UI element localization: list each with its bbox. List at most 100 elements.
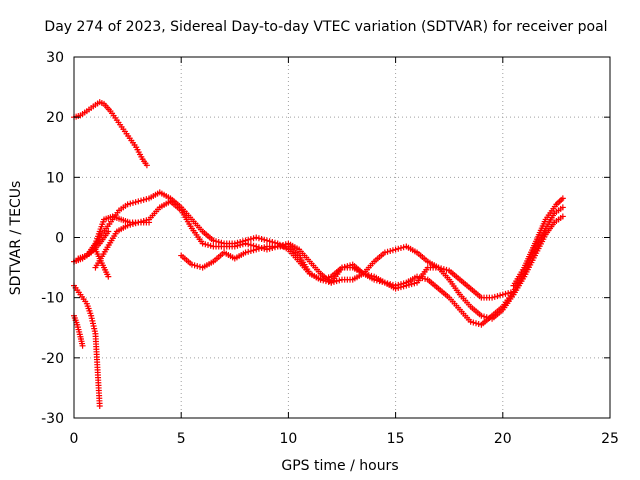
data-point — [341, 263, 348, 270]
grid-lines — [74, 57, 610, 418]
series-arc-7 — [92, 246, 112, 280]
data-point — [191, 262, 198, 269]
data-point — [333, 278, 340, 285]
data-point — [505, 290, 512, 297]
data-point — [231, 243, 238, 250]
data-point — [408, 281, 415, 288]
data-point — [336, 277, 343, 284]
data-point — [263, 237, 270, 244]
data-point — [440, 266, 447, 273]
data-point — [261, 244, 268, 251]
series-arc-1 — [71, 99, 150, 169]
data-point — [258, 245, 265, 252]
y-tick-label: 10 — [46, 170, 64, 186]
data-point — [559, 195, 566, 202]
series-arc-8 — [178, 240, 517, 301]
data-point — [258, 236, 265, 243]
data-point — [205, 242, 211, 249]
data-point — [397, 245, 404, 252]
data-point — [559, 213, 566, 220]
data-point — [194, 263, 201, 270]
data-point — [255, 245, 262, 252]
series-arc-3 — [71, 312, 86, 349]
data-point — [438, 265, 445, 272]
data-point — [403, 282, 410, 289]
data-point — [481, 313, 488, 320]
data-point — [494, 293, 501, 300]
data-point — [247, 236, 254, 243]
data-point — [280, 242, 287, 249]
y-tick-label: -10 — [41, 291, 64, 307]
data-point — [242, 249, 249, 256]
data-point — [392, 246, 399, 253]
data-point — [381, 249, 388, 256]
data-point — [277, 242, 284, 249]
data-point — [317, 276, 324, 283]
series-arc-5 — [92, 198, 566, 322]
series-arc-9 — [71, 228, 112, 265]
data-point — [146, 219, 153, 226]
data-point — [411, 280, 418, 287]
data-point — [245, 241, 252, 248]
data-point — [245, 248, 252, 255]
data-point — [234, 242, 241, 249]
data-point — [143, 196, 150, 203]
data-point — [339, 264, 345, 271]
data-point — [395, 245, 402, 252]
data-point — [202, 241, 209, 248]
data-point — [328, 279, 335, 286]
y-tick-label: 0 — [55, 231, 64, 247]
data-point — [392, 285, 399, 292]
data-point — [344, 263, 351, 270]
data-point — [266, 238, 273, 245]
data-series — [71, 99, 566, 409]
data-point — [502, 290, 509, 297]
y-tick-label: 20 — [46, 110, 64, 126]
data-point — [368, 272, 375, 279]
data-point — [330, 278, 337, 285]
data-point — [247, 242, 254, 249]
data-point — [400, 283, 407, 290]
data-point — [127, 200, 134, 207]
data-point — [435, 264, 442, 271]
data-point — [135, 198, 142, 205]
data-point — [253, 246, 260, 253]
data-point — [105, 273, 112, 280]
x-tick-label: 15 — [387, 431, 405, 447]
data-point — [491, 293, 498, 300]
data-point — [129, 199, 136, 206]
data-point — [489, 294, 496, 301]
y-tick-label: -20 — [41, 351, 64, 367]
x-tick-label: 20 — [494, 431, 512, 447]
y-tick-label: 30 — [46, 50, 64, 66]
data-point — [143, 162, 150, 169]
data-point — [389, 247, 396, 254]
data-point — [239, 241, 246, 248]
data-point — [510, 288, 517, 295]
data-point — [475, 320, 482, 327]
data-point — [250, 247, 257, 254]
data-point — [79, 342, 86, 349]
data-point — [473, 320, 479, 327]
data-point — [210, 237, 217, 244]
data-point — [559, 204, 566, 211]
data-point — [253, 234, 260, 241]
data-point — [188, 261, 195, 268]
data-point — [499, 291, 506, 298]
data-point — [478, 312, 485, 319]
data-point — [395, 284, 402, 291]
data-point — [96, 402, 103, 409]
data-point — [365, 272, 372, 279]
data-point — [483, 314, 490, 321]
y-tick-label: -30 — [41, 411, 64, 427]
x-tick-label: 5 — [177, 431, 186, 447]
data-point — [207, 242, 214, 249]
data-point — [138, 197, 144, 204]
data-point — [132, 199, 139, 206]
data-point — [199, 240, 206, 247]
data-point — [387, 248, 394, 255]
data-point — [486, 314, 493, 321]
data-point — [470, 319, 477, 326]
data-point — [237, 242, 244, 249]
